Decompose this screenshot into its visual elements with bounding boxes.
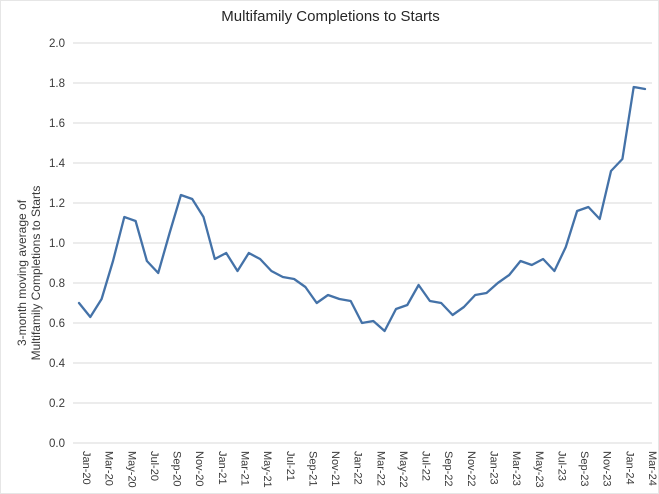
x-tick-label: Jan-24 [623, 451, 635, 485]
y-tick-label: 1.4 [49, 158, 66, 170]
x-tick-label: May-22 [397, 451, 409, 488]
y-tick-label: 1.2 [49, 198, 65, 210]
x-tick-label: May-21 [261, 451, 273, 488]
x-tick-label: Jul-20 [148, 451, 160, 481]
x-tick-label: Sep-20 [171, 451, 183, 486]
y-tick-label: 1.0 [49, 238, 65, 250]
y-tick-label: 0.2 [49, 398, 65, 410]
y-tick-label: 1.6 [49, 118, 65, 130]
x-tick-label: May-20 [125, 451, 137, 488]
x-tick-label: Jan-22 [352, 451, 364, 485]
y-tick-label: 0.8 [49, 278, 65, 290]
chart-title: Multifamily Completions to Starts [221, 8, 440, 25]
y-tick-label: 2.0 [49, 38, 65, 50]
x-tick-label: Mar-20 [103, 451, 115, 486]
y-tick-label: 0.6 [49, 318, 65, 330]
x-tick-label: Nov-21 [329, 451, 341, 486]
y-tick-label: 1.8 [49, 78, 65, 90]
x-tick-label: Sep-23 [578, 451, 590, 486]
x-tick-label: Jan-23 [488, 451, 500, 485]
x-tick-label: Jan-20 [80, 451, 92, 485]
x-tick-label: Jul-21 [284, 451, 296, 481]
x-tick-label: Jul-22 [420, 451, 432, 481]
x-tick-label: Jul-23 [555, 451, 567, 481]
x-tick-label: Sep-21 [306, 451, 318, 486]
x-tick-label: Mar-23 [510, 451, 522, 486]
x-tick-label: Nov-23 [601, 451, 613, 486]
y-tick-label: 0.0 [49, 438, 65, 450]
x-tick-label: Nov-22 [465, 451, 477, 486]
x-tick-label: Mar-24 [646, 451, 658, 486]
x-tick-label: Jan-21 [216, 451, 228, 485]
x-tick-label: Mar-21 [238, 451, 250, 486]
x-tick-label: Sep-22 [442, 451, 454, 486]
data-series-line [77, 85, 647, 333]
x-tick-label: May-23 [533, 451, 545, 488]
x-tick-label: Nov-20 [193, 451, 205, 486]
y-tick-label: 0.4 [49, 358, 66, 370]
x-tick-label: Mar-22 [374, 451, 386, 486]
